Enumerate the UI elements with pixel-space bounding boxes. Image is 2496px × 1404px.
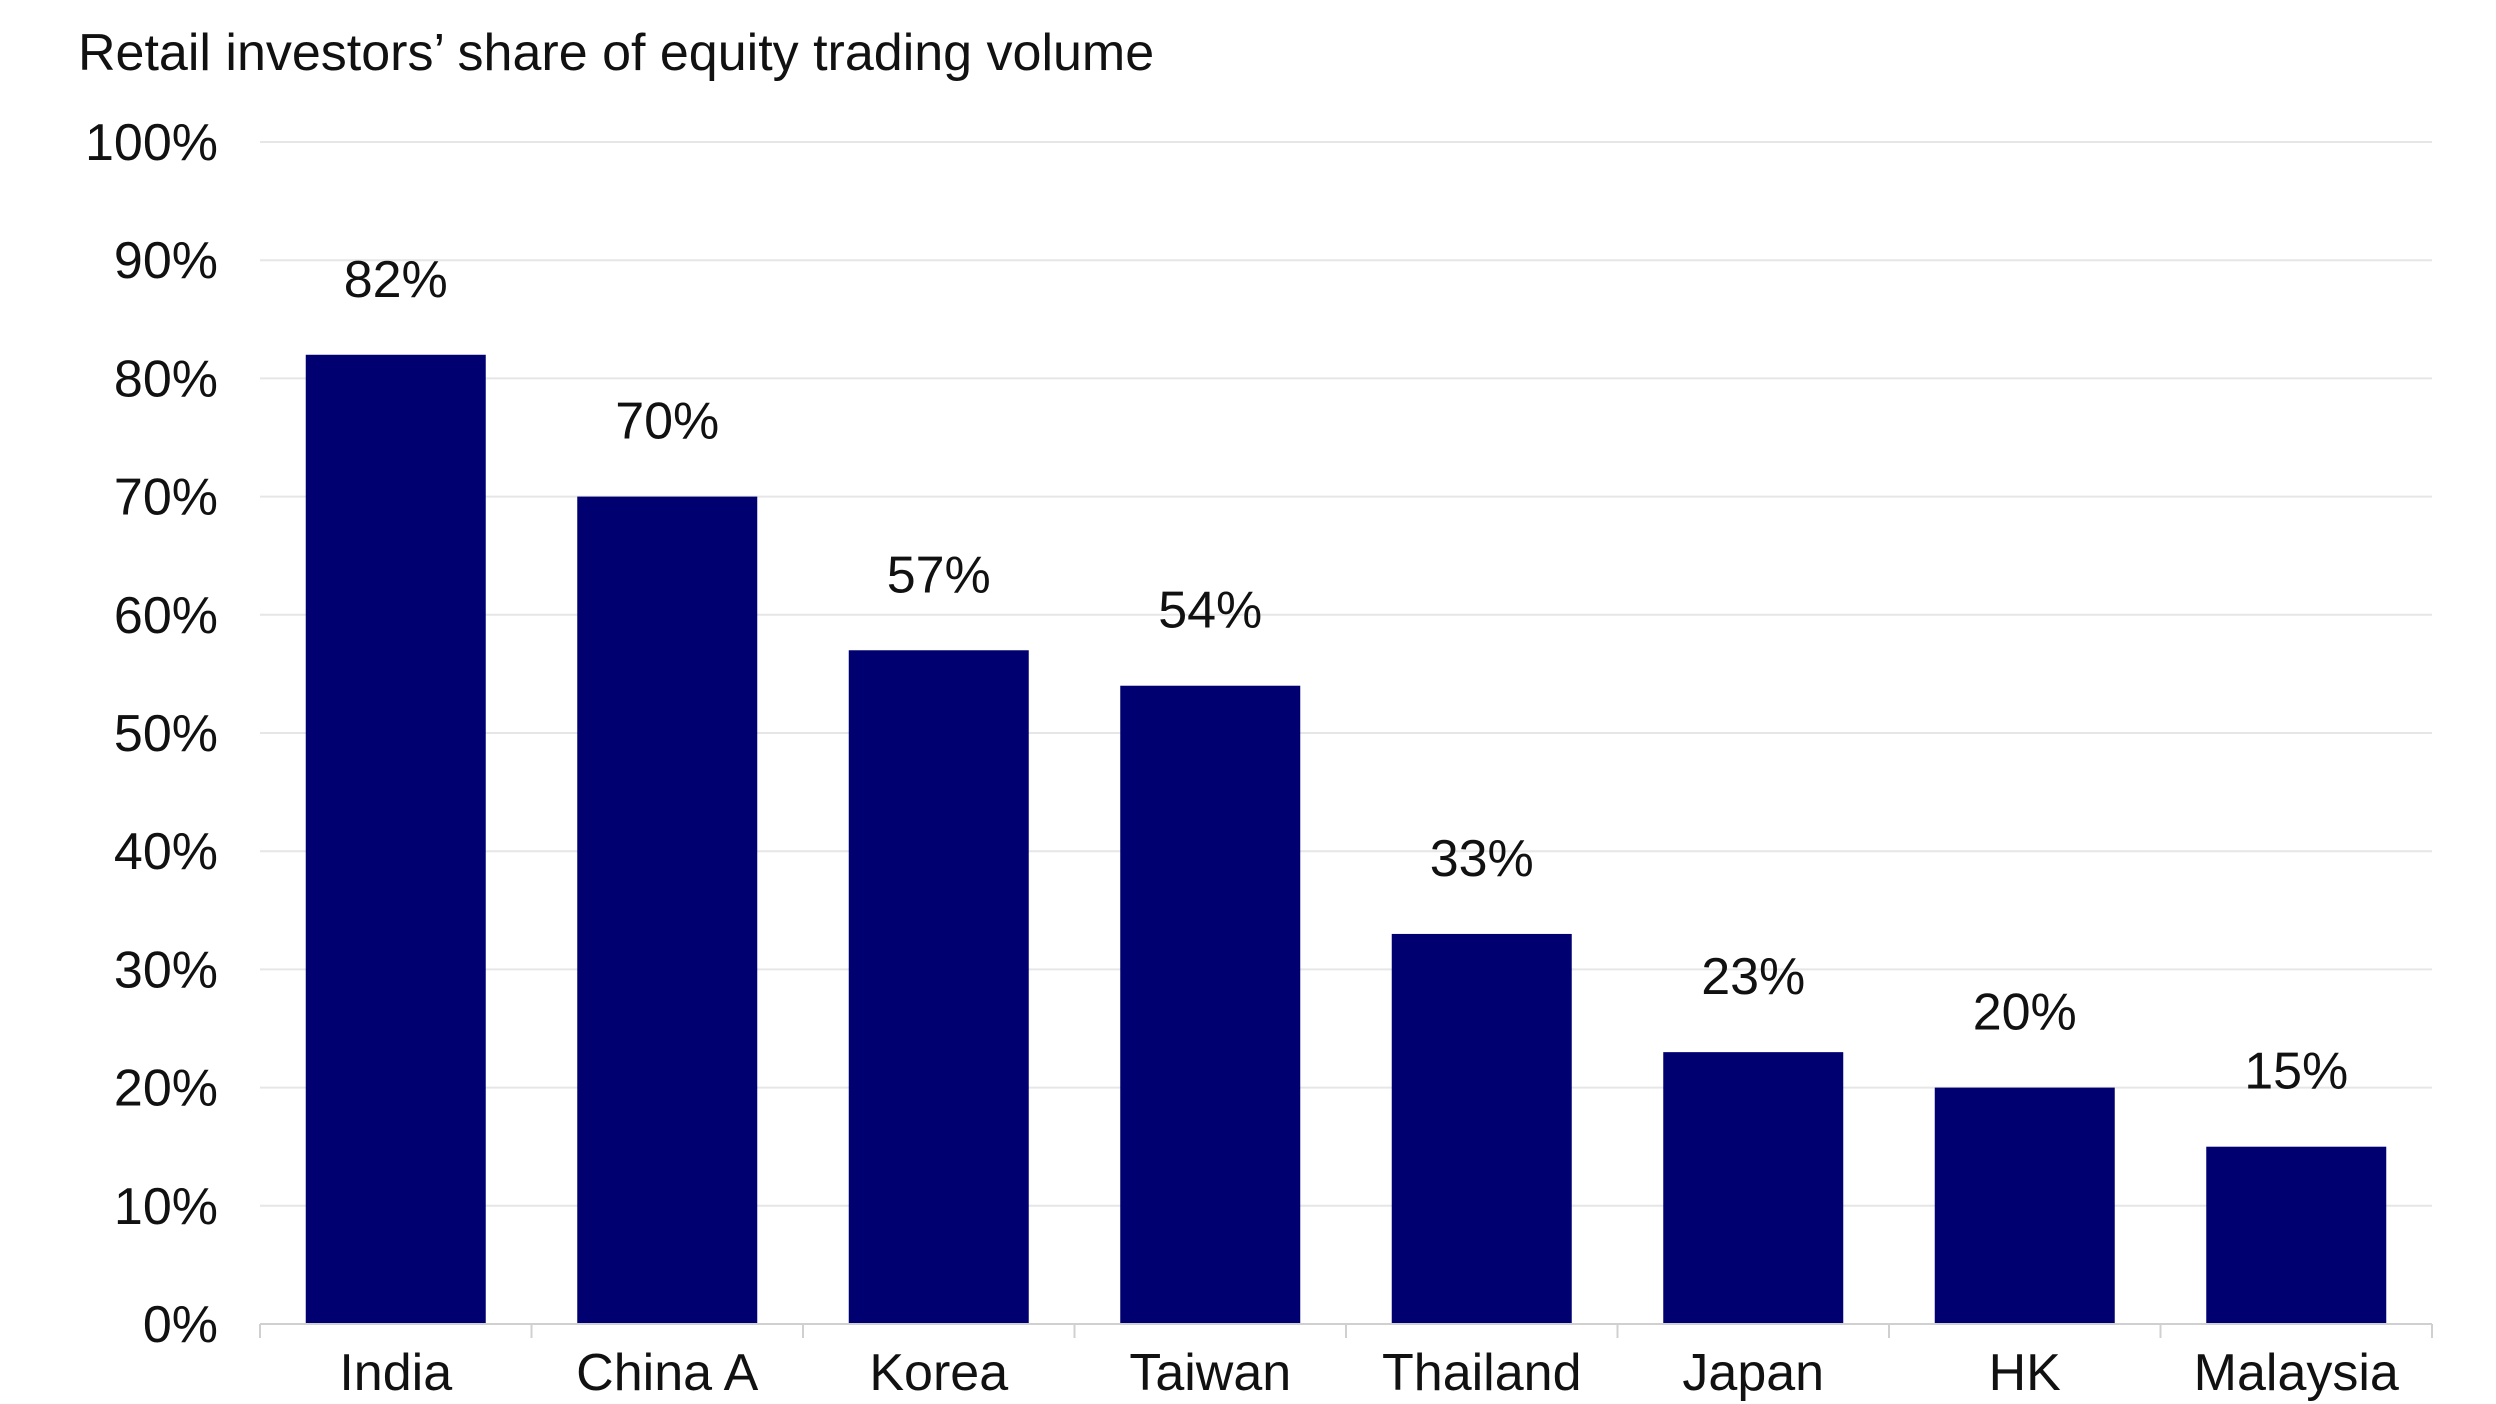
y-tick-label: 60% bbox=[114, 587, 218, 645]
y-tick-label: 0% bbox=[143, 1296, 218, 1354]
bar-malaysia bbox=[2206, 1146, 2387, 1324]
bar-value-label: 15% bbox=[2244, 1043, 2348, 1101]
chart-title: Retail investors’ share of equity tradin… bbox=[78, 24, 1154, 82]
y-tick-label: 100% bbox=[85, 114, 218, 172]
bar-value-label: 54% bbox=[1158, 582, 1262, 640]
bar-taiwan bbox=[1120, 685, 1301, 1324]
x-axis-labels: India China A Korea Taiwan Thailand Japan HK Ma… bbox=[339, 1344, 2399, 1402]
x-tick-label: India bbox=[339, 1344, 452, 1402]
bar-value-label: 33% bbox=[1430, 830, 1534, 888]
bars bbox=[305, 354, 2387, 1325]
bar-value-label: 57% bbox=[887, 546, 991, 604]
y-tick-label: 90% bbox=[114, 232, 218, 290]
y-tick-label: 70% bbox=[114, 469, 218, 527]
bar-value-label: 82% bbox=[344, 251, 448, 309]
x-tick-label: HK bbox=[1989, 1344, 2062, 1402]
y-tick-label: 30% bbox=[114, 941, 218, 999]
x-tick-label: Japan bbox=[1682, 1344, 1824, 1402]
bar-india bbox=[305, 354, 486, 1324]
x-tick-label: Korea bbox=[869, 1344, 1008, 1402]
y-axis-ticks: 0% 10% 20% 30% 40% 50% 60% 70% 80% 90% 100% bbox=[85, 114, 218, 1354]
bar-korea bbox=[848, 650, 1029, 1324]
value-labels: 82% 70% 57% 54% 33% 23% 20% 15% bbox=[344, 251, 2349, 1101]
bar-value-label: 20% bbox=[1973, 984, 2077, 1042]
y-tick-label: 10% bbox=[114, 1178, 218, 1236]
y-tick-label: 50% bbox=[114, 705, 218, 763]
x-tick-label: Thailand bbox=[1382, 1344, 1581, 1402]
bar-china-a bbox=[577, 496, 758, 1325]
y-tick-label: 40% bbox=[114, 823, 218, 881]
bar-value-label: 23% bbox=[1701, 948, 1805, 1006]
y-tick-label: 20% bbox=[114, 1060, 218, 1118]
x-tick-label: Taiwan bbox=[1129, 1344, 1291, 1402]
bar-value-label: 70% bbox=[615, 393, 719, 451]
x-tick-label: Malaysia bbox=[2194, 1344, 2399, 1402]
x-axis bbox=[259, 1323, 2433, 1338]
bar-thailand bbox=[1391, 933, 1572, 1324]
bar-hk bbox=[1934, 1087, 2115, 1324]
bar-japan bbox=[1663, 1052, 1844, 1324]
x-tick-label: China A bbox=[576, 1344, 758, 1402]
y-tick-label: 80% bbox=[114, 350, 218, 408]
